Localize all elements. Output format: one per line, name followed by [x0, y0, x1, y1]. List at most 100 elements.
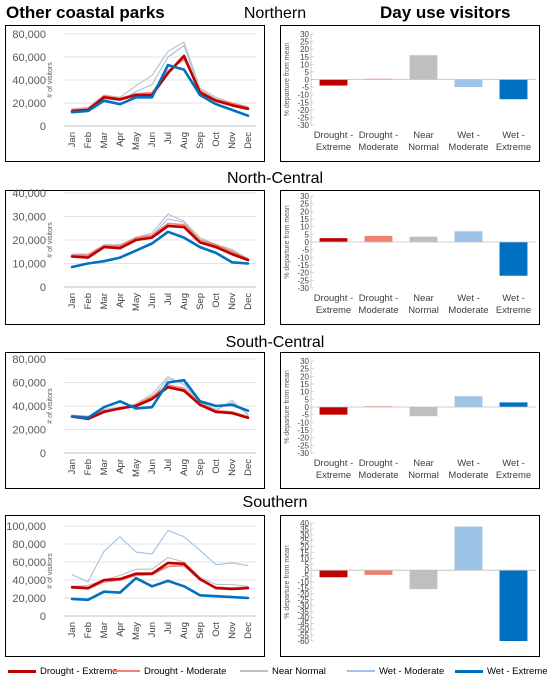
x-tick-label: Aug: [179, 459, 190, 476]
y-tick-label: 0: [40, 282, 46, 294]
bar: [409, 570, 438, 590]
y-tick-label: 100,000: [6, 521, 46, 533]
y-axis-label: % departure from mean: [284, 370, 291, 444]
series-line: [70, 378, 250, 420]
x-tick-label: May: [131, 293, 142, 311]
x-tick-label: May: [131, 132, 142, 150]
y-tick-label: 60,000: [12, 557, 46, 569]
category-label: Wet -: [457, 130, 480, 141]
y-tick-label: -5: [302, 246, 310, 255]
y-tick-label: 0: [305, 76, 310, 85]
y-tick-label: 40,000: [12, 188, 46, 200]
y-tick-label: 0: [40, 121, 46, 133]
legend-label: Drought - Moderate: [144, 665, 227, 677]
y-tick-label: -50: [297, 625, 309, 634]
bar: [454, 231, 483, 242]
category-label: Normal: [408, 142, 439, 153]
category-label: Near: [413, 130, 434, 141]
x-tick-label: Sep: [195, 293, 206, 310]
x-tick-label: May: [131, 459, 142, 477]
y-tick-label: -40: [297, 613, 309, 622]
bar: [454, 396, 483, 407]
y-tick-label: -20: [297, 590, 309, 599]
y-tick-label: 20,000: [12, 235, 46, 247]
x-tick-label: Oct: [211, 293, 222, 308]
bar-chart-panel: -30 -25 -20 -15 -10 -5 0 5 10 15 20 25 30 % departure…: [280, 352, 540, 489]
category-label: Drought -: [359, 293, 399, 304]
legend-item: Drought - Extreme: [8, 661, 118, 681]
bar-chart-panel: -60 -55 -50 -45 -40 -35 -30 -25 -20 -15 -10 -5 0 5 10 1…: [280, 515, 540, 657]
x-tick-label: Mar: [99, 459, 110, 475]
y-tick-label: 25: [300, 38, 309, 47]
x-tick-label: Oct: [211, 622, 222, 637]
x-tick-label: Jan: [67, 293, 78, 308]
bar: [409, 236, 438, 242]
y-tick-label: 80,000: [12, 29, 46, 41]
y-tick-label: -25: [297, 596, 309, 605]
x-tick-label: Apr: [115, 622, 126, 637]
x-tick-label: Dec: [243, 622, 254, 639]
x-tick-label: May: [131, 622, 142, 640]
legend-label: Drought - Extreme: [40, 665, 118, 677]
y-tick-label: -15: [297, 261, 309, 270]
category-label: Moderate: [358, 142, 398, 153]
y-tick-label: -20: [297, 434, 309, 443]
y-axis-label: % departure from mean: [284, 43, 291, 117]
y-tick-label: -10: [297, 253, 309, 262]
series-line: [70, 63, 250, 117]
y-tick-label: 0: [305, 566, 310, 575]
y-tick-label: -30: [297, 284, 309, 293]
y-tick-label: 60,000: [12, 378, 46, 390]
x-tick-label: Mar: [99, 132, 110, 148]
x-tick-label: Jun: [147, 132, 158, 147]
x-tick-label: Oct: [211, 459, 222, 474]
x-tick-label: Sep: [195, 132, 206, 149]
y-axis-label: # of visitors: [47, 388, 54, 424]
y-tick-label: 40,000: [12, 75, 46, 87]
category-label: Moderate: [448, 470, 488, 481]
legend-swatch: [112, 670, 140, 672]
line-chart-panel: 0 20,000 40,000 60,000 80,000 # of visitors Ja…: [5, 352, 265, 489]
y-tick-label: -5: [302, 83, 310, 92]
y-tick-label: -25: [297, 441, 309, 450]
line-chart-panel: 0 20,000 40,000 60,000 80,000 # of visitors Ja…: [5, 25, 265, 162]
category-label: Extreme: [316, 470, 351, 481]
y-tick-label: -10: [297, 418, 309, 427]
legend-label: Wet - Extreme: [487, 665, 548, 677]
x-tick-label: Jul: [163, 132, 174, 144]
category-label: Moderate: [448, 142, 488, 153]
series-line: [71, 218, 249, 261]
x-tick-label: Jul: [163, 293, 174, 305]
y-tick-label: 10,000: [12, 259, 46, 271]
series-line: [71, 41, 249, 110]
category-label: Wet -: [457, 458, 480, 469]
y-tick-label: 20: [300, 207, 309, 216]
x-tick-label: Jan: [67, 132, 78, 147]
category-label: Drought -: [359, 130, 399, 141]
x-tick-label: Feb: [83, 132, 94, 148]
category-label: Wet -: [457, 293, 480, 304]
y-tick-label: 25: [300, 365, 309, 374]
bar: [499, 570, 528, 641]
legend-label: Near Normal: [272, 665, 326, 677]
bar: [319, 238, 348, 242]
legend-label: Wet - Moderate: [379, 665, 445, 677]
x-tick-label: Dec: [243, 132, 254, 149]
y-tick-label: -25: [297, 113, 309, 122]
bar: [319, 570, 348, 578]
y-tick-label: -35: [297, 608, 309, 617]
category-label: Wet -: [502, 130, 525, 141]
y-tick-label: 10: [300, 223, 309, 232]
y-tick-label: -30: [297, 121, 309, 130]
y-tick-label: 40: [300, 519, 309, 528]
category-label: Near: [413, 458, 434, 469]
y-tick-label: 5: [305, 230, 310, 239]
x-tick-label: Dec: [243, 459, 254, 476]
category-label: Drought -: [314, 458, 354, 469]
series-line: [71, 378, 249, 418]
y-tick-label: -30: [297, 602, 309, 611]
y-tick-label: 5: [305, 395, 310, 404]
left-header: Other coastal parks: [6, 3, 165, 22]
